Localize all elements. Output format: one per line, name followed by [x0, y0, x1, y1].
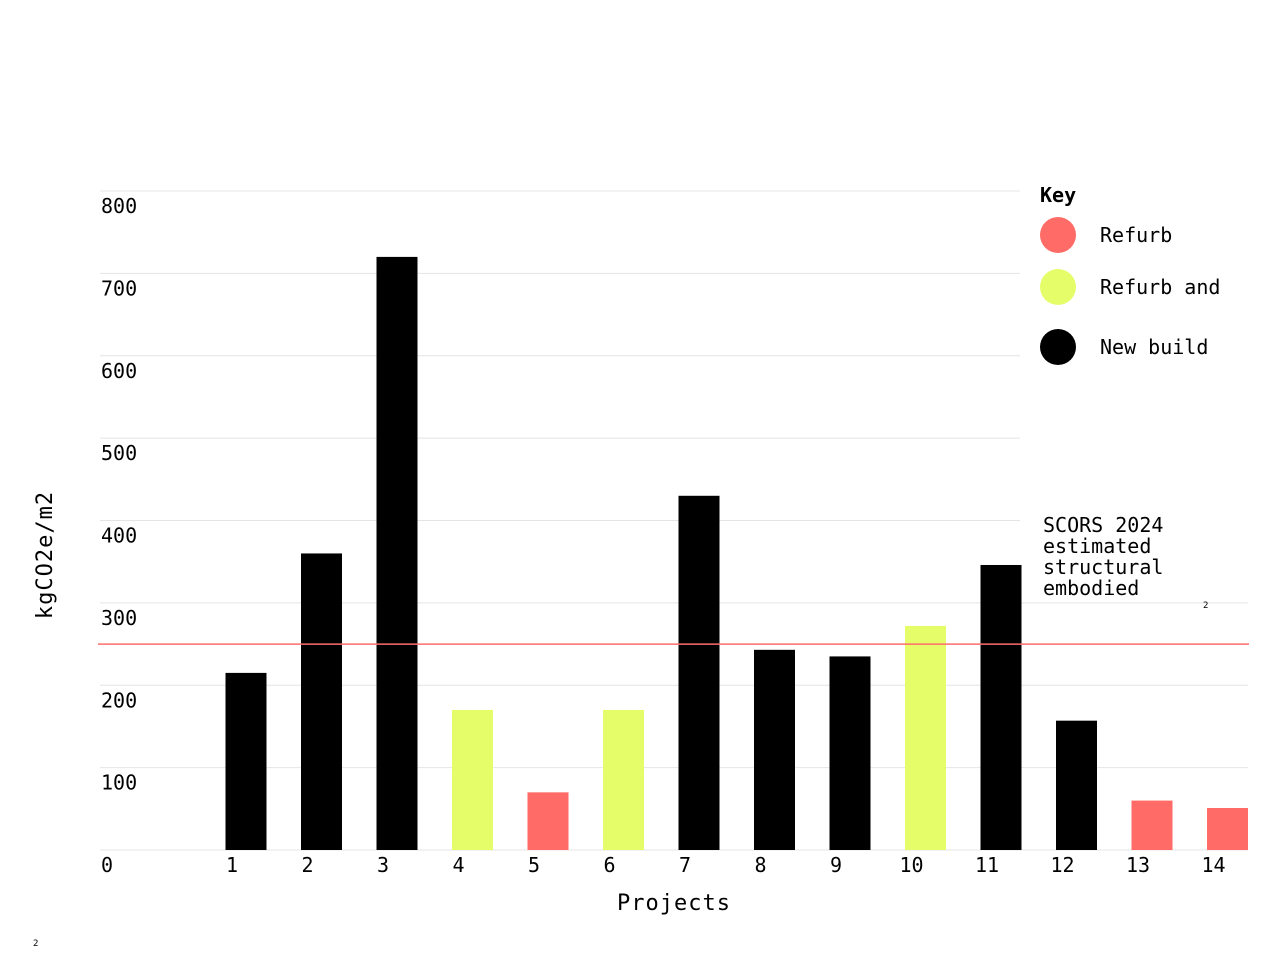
annotation-line-2: estimated — [1043, 534, 1152, 558]
bar-project-12 — [1056, 720, 1097, 850]
x-tick-labels: 1 2 3 4 5 6 7 8 9 10 11 12 13 14 — [226, 853, 1226, 877]
bar-project-5 — [527, 792, 569, 850]
legend-swatch-refurb-and — [1040, 269, 1076, 305]
annotation-line-3: structural — [1043, 555, 1164, 579]
legend-swatch-refurb — [1040, 217, 1076, 253]
bar-project-7 — [678, 495, 720, 850]
x-tick-label-10: 10 — [899, 853, 923, 877]
legend-label-new-build: New build — [1100, 335, 1209, 359]
x-tick-label-9: 9 — [830, 853, 842, 877]
x-tick-label-14: 14 — [1201, 853, 1225, 877]
x-tick-label-5: 5 — [528, 853, 540, 877]
x-tick-label-3: 3 — [377, 853, 389, 877]
y-tick-label-400: 400 — [101, 524, 137, 548]
x-tick-label-11: 11 — [975, 853, 999, 877]
x-tick-label-8: 8 — [754, 853, 766, 877]
bar-project-10 — [905, 625, 946, 850]
x-axis-label: Projects — [617, 891, 731, 916]
y-axis-label: kgCO2e/m2 — [33, 491, 58, 619]
y-tick-label-500: 500 — [101, 441, 137, 465]
gridlines — [100, 190, 1248, 851]
bar-project-2 — [301, 553, 342, 850]
legend-item-refurb: Refurb — [1040, 217, 1270, 275]
annotation-line-4: embodied — [1043, 576, 1140, 600]
bars — [225, 256, 1248, 850]
bar-project-11 — [980, 564, 1022, 850]
bar-project-1 — [225, 672, 267, 850]
page-footnote-mark: 2 — [33, 939, 39, 949]
x-tick-label-2: 2 — [301, 853, 313, 877]
y-tick-label-0: 0 — [101, 853, 113, 877]
annotation-line-1: SCORS 2024 — [1043, 513, 1164, 537]
y-tick-label-700: 700 — [101, 276, 137, 300]
bar-project-9 — [829, 656, 871, 850]
bar-project-6 — [603, 709, 644, 850]
bar-project-14 — [1207, 807, 1248, 850]
legend-title: Key — [1040, 183, 1077, 207]
x-tick-label-6: 6 — [603, 853, 615, 877]
x-tick-label-1: 1 — [226, 853, 238, 877]
y-tick-label-800: 800 — [101, 194, 137, 218]
y-tick-labels: 0 100 200 300 400 500 600 700 800 — [101, 194, 137, 877]
x-tick-label-7: 7 — [679, 853, 691, 877]
bar-project-8 — [754, 649, 795, 850]
bar-project-3 — [376, 256, 418, 850]
x-tick-label-12: 12 — [1050, 853, 1074, 877]
y-tick-label-200: 200 — [101, 688, 137, 712]
legend-label-refurb-and: Refurb and — [1100, 275, 1221, 299]
reference-line-annotation: SCORS 2024 estimated structural embodied — [1043, 515, 1243, 599]
legend-item-refurb-and: Refurb and — [1040, 269, 1270, 327]
y-tick-label-300: 300 — [101, 606, 137, 630]
legend: Key Refurb Refurb and New build — [1040, 183, 1270, 387]
legend-item-new-build: New build — [1040, 329, 1270, 387]
legend-label-refurb: Refurb — [1100, 223, 1173, 247]
x-tick-label-13: 13 — [1126, 853, 1150, 877]
legend-swatch-new-build — [1040, 329, 1076, 365]
bar-project-13 — [1131, 800, 1173, 850]
x-tick-label-4: 4 — [452, 853, 464, 877]
y-tick-label-600: 600 — [101, 359, 137, 383]
y-tick-label-100: 100 — [101, 771, 137, 795]
annotation-footnote-mark: 2 — [1203, 601, 1209, 611]
bar-project-4 — [452, 709, 493, 850]
